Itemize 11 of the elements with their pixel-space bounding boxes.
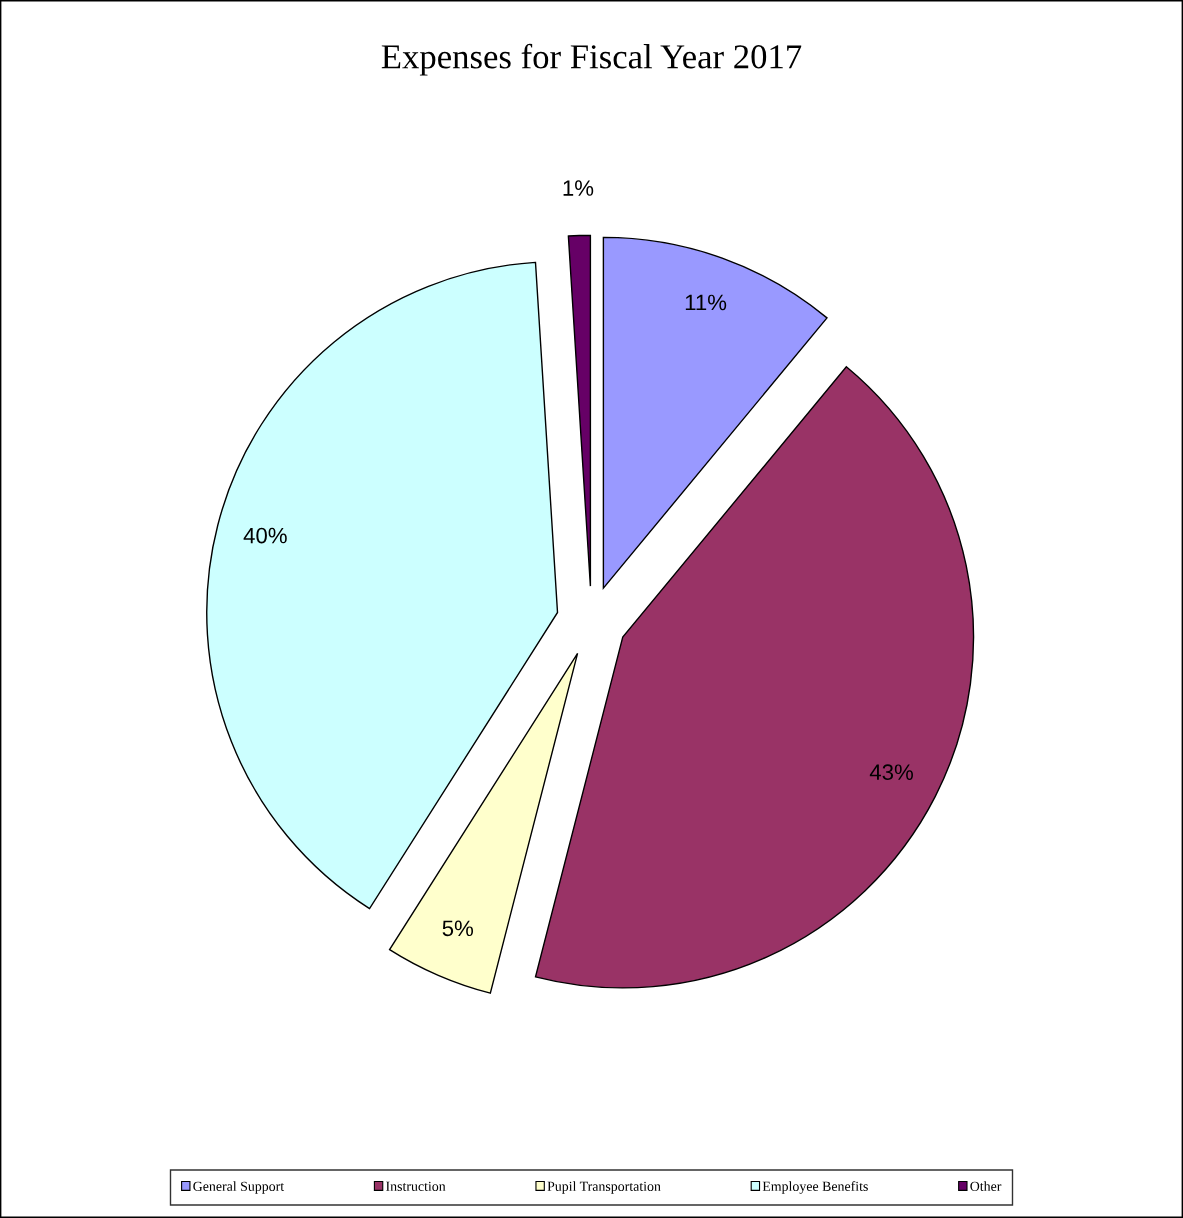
- legend-label: General Support: [193, 1181, 285, 1194]
- data-label: 40%: [243, 527, 287, 544]
- data-label: 43%: [869, 764, 913, 781]
- legend-label: Employee Benefits: [762, 1181, 868, 1194]
- legend-label: Pupil Transportation: [547, 1181, 661, 1194]
- legend-label: Instruction: [386, 1181, 446, 1191]
- data-label: 5%: [442, 920, 474, 937]
- chart-title: Expenses for Fiscal Year 2017: [381, 43, 802, 76]
- data-label: 1%: [563, 180, 594, 196]
- legend-label: Other: [970, 1181, 1002, 1191]
- data-label: 11%: [685, 294, 727, 311]
